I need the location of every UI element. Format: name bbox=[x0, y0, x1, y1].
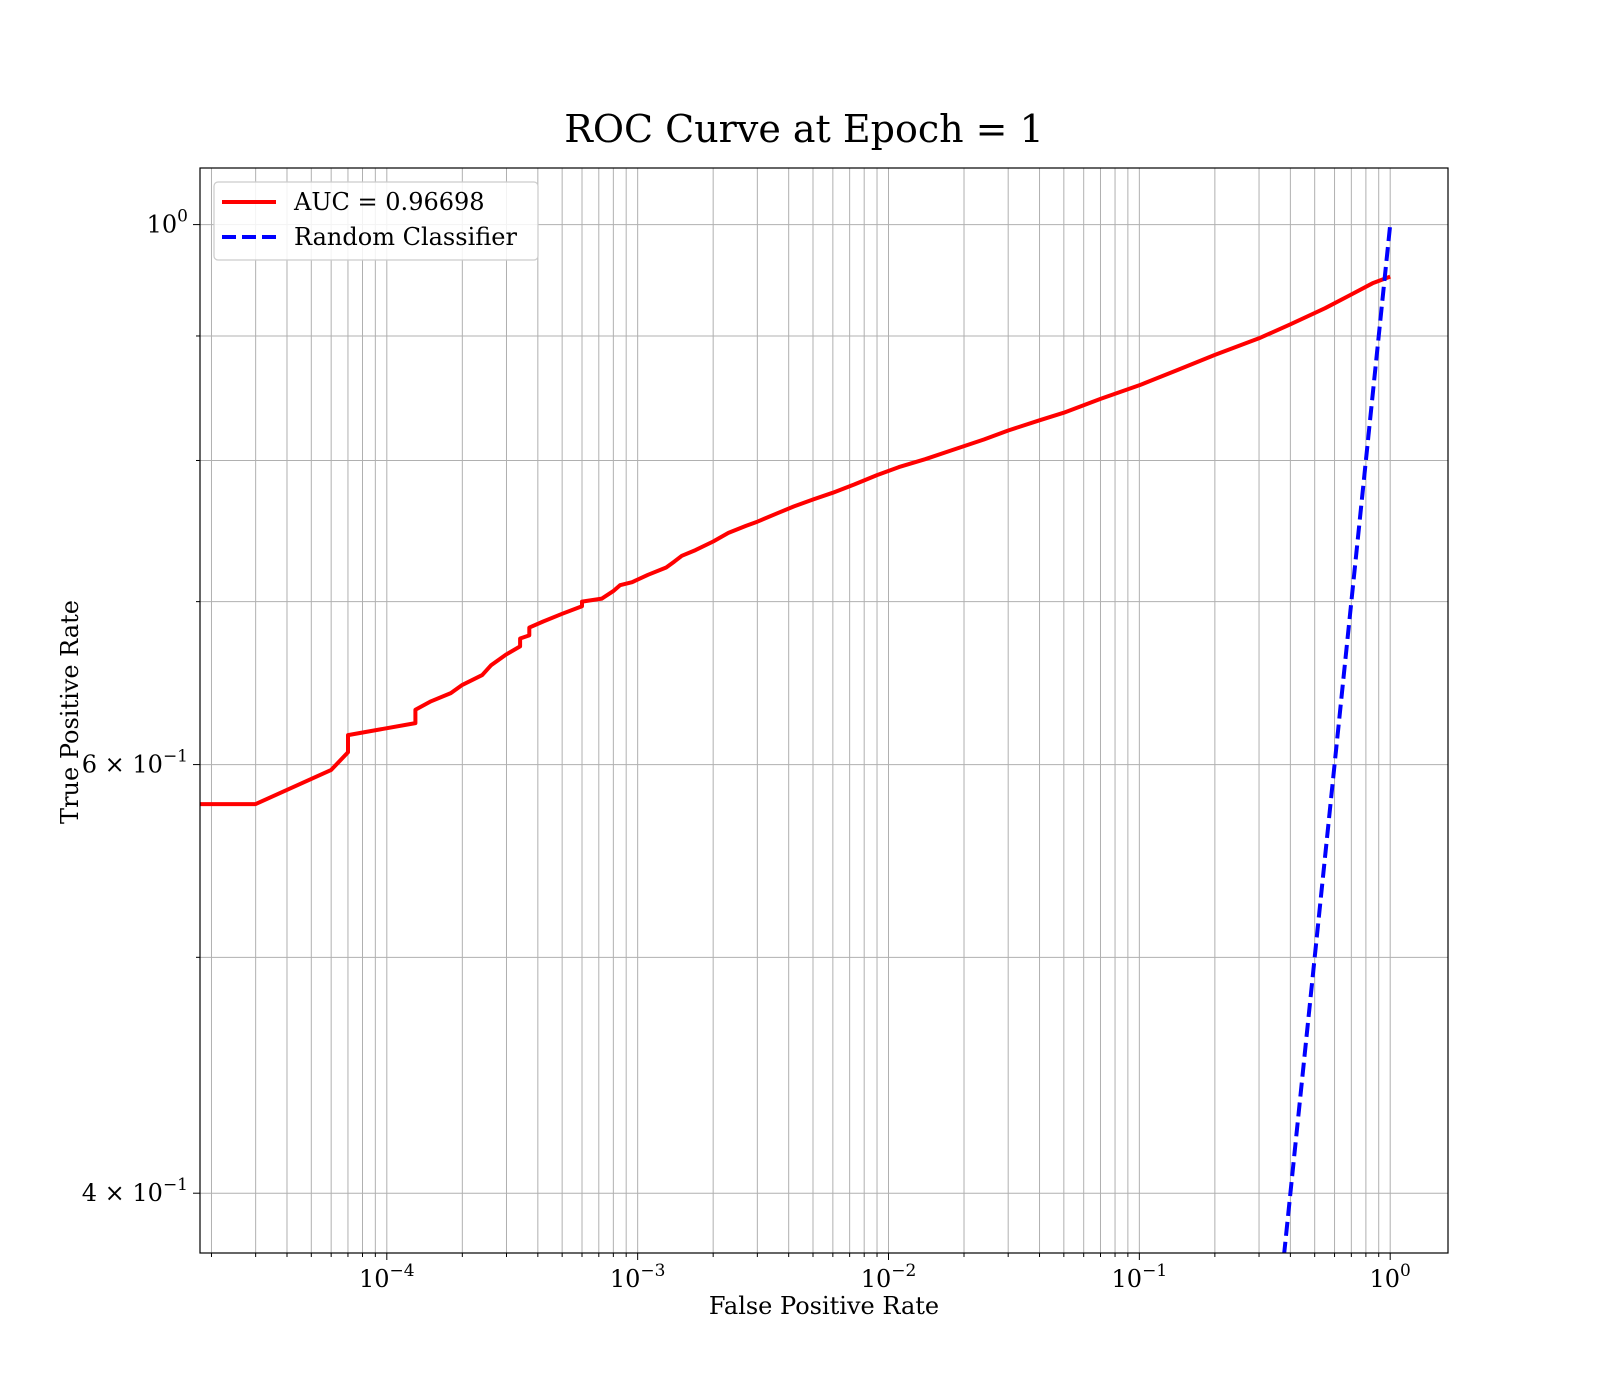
x-axis-label: False Positive Rate bbox=[709, 1292, 939, 1320]
roc-curve-line bbox=[200, 274, 1391, 807]
x-tick-label: 100 bbox=[1370, 1261, 1411, 1293]
grid-lines bbox=[200, 168, 1448, 1253]
y-tick-label: 6 × 10−1 bbox=[82, 747, 188, 779]
legend-label-auc: AUC = 0.96698 bbox=[293, 188, 485, 216]
legend-label-random: Random Classifier bbox=[294, 223, 517, 251]
x-tick-label: 10−2 bbox=[861, 1261, 917, 1293]
random-classifier-line bbox=[1282, 224, 1393, 1253]
x-tick-label: 10−3 bbox=[610, 1261, 666, 1293]
legend: AUC = 0.96698 Random Classifier bbox=[213, 181, 539, 261]
plot-frame bbox=[199, 167, 1449, 1254]
y-tick-label: 100 bbox=[147, 207, 188, 239]
y-tick-label: 4 × 10−1 bbox=[82, 1175, 188, 1207]
y-axis-label: True Positive Rate bbox=[56, 600, 84, 824]
series-layer bbox=[200, 224, 1393, 1253]
chart-title: ROC Curve at Epoch = 1 bbox=[564, 107, 1044, 151]
legend-box bbox=[213, 181, 539, 261]
axis-ticks: 10−4 10−3 10−2 10−1 100 100 6 × 10−1 4 × 10−1 bbox=[82, 207, 1411, 1293]
x-tick-label: 10−1 bbox=[1112, 1261, 1168, 1293]
x-tick-label: 10−4 bbox=[359, 1261, 415, 1293]
